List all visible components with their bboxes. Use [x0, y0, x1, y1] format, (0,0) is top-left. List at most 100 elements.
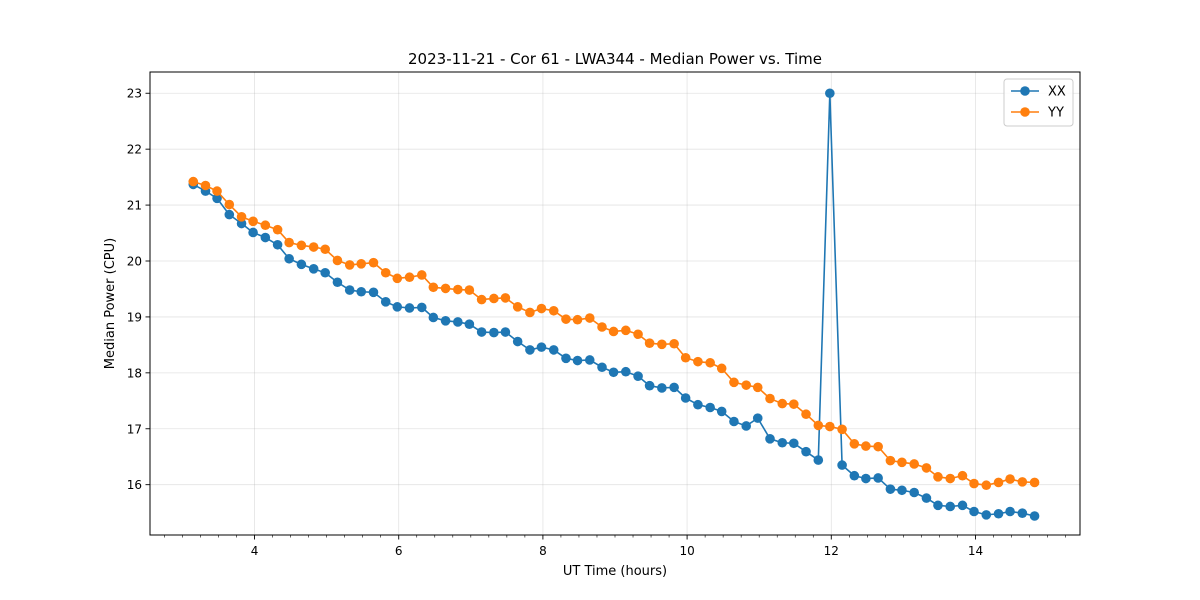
y-tick-label: 21	[127, 199, 142, 213]
data-point-yy	[729, 377, 739, 388]
data-point-yy	[572, 314, 583, 325]
data-point-yy	[1029, 477, 1040, 488]
data-point-yy	[356, 259, 367, 269]
data-point-yy	[308, 242, 319, 252]
data-point-xx	[597, 362, 607, 373]
x-tick-label: 4	[251, 544, 259, 558]
data-point-yy	[621, 325, 631, 336]
data-point-xx	[380, 297, 391, 307]
data-point-xx	[752, 413, 763, 423]
data-point-yy	[680, 352, 691, 363]
data-point-yy	[428, 282, 439, 293]
data-point-xx	[416, 302, 427, 313]
chart-title: 2023-11-21 - Cor 61 - LWA344 - Median Po…	[408, 50, 822, 68]
data-point-xx	[825, 88, 835, 99]
data-point-xx	[236, 218, 247, 229]
data-point-yy	[633, 329, 643, 340]
x-tick-label: 10	[679, 544, 694, 558]
data-point-xx	[897, 485, 907, 496]
plot-area	[150, 72, 1080, 535]
data-point-yy	[705, 357, 715, 368]
x-tick-label: 12	[824, 544, 839, 558]
data-point-yy	[272, 224, 283, 235]
data-point-yy	[825, 421, 835, 432]
data-point-yy	[464, 285, 475, 295]
data-point-xx	[512, 336, 523, 347]
data-point-xx	[525, 345, 535, 355]
grid-layer	[150, 72, 1080, 535]
data-point-xx	[981, 510, 992, 520]
data-point-xx	[621, 366, 631, 377]
data-point-yy	[1005, 474, 1015, 484]
data-point-yy	[188, 176, 199, 187]
data-point-xx	[404, 303, 415, 313]
data-point-xx	[861, 473, 871, 484]
y-tick-label: 17	[127, 422, 142, 436]
data-point-xx	[489, 327, 499, 338]
data-point-yy	[849, 439, 860, 449]
data-point-yy	[885, 455, 896, 466]
data-point-xx	[909, 487, 919, 498]
data-point-yy	[224, 199, 235, 210]
data-point-xx	[705, 402, 715, 413]
data-point-xx	[561, 353, 571, 364]
data-point-xx	[741, 421, 752, 431]
data-point-xx	[308, 264, 319, 274]
data-point-xx	[272, 239, 283, 250]
data-point-yy	[584, 313, 595, 323]
data-point-yy	[200, 180, 211, 191]
data-point-yy	[669, 338, 679, 349]
y-axis-label: Median Power (CPU)	[103, 238, 118, 369]
data-point-xx	[356, 286, 367, 297]
data-point-yy	[416, 270, 427, 280]
data-point-yy	[440, 283, 451, 294]
data-point-xx	[657, 383, 667, 393]
data-point-xx	[344, 285, 355, 295]
data-point-xx	[945, 501, 956, 512]
data-point-xx	[224, 209, 235, 220]
data-point-yy	[453, 284, 463, 295]
data-point-yy	[909, 459, 919, 469]
data-point-xx	[440, 316, 451, 326]
data-point-xx	[837, 460, 847, 470]
data-point-xx	[633, 371, 643, 381]
data-point-xx	[536, 342, 547, 352]
data-point-xx	[464, 319, 475, 329]
data-point-xx	[849, 470, 860, 481]
data-point-yy	[597, 322, 607, 332]
data-point-yy	[536, 303, 547, 314]
data-point-yy	[716, 363, 727, 374]
data-point-yy	[777, 398, 788, 409]
data-point-yy	[236, 212, 247, 222]
data-point-xx	[476, 327, 487, 337]
data-point-yy	[500, 293, 511, 303]
data-point-xx	[729, 416, 739, 427]
y-tick-label: 20	[127, 255, 142, 269]
data-point-xx	[1005, 506, 1015, 517]
data-point-yy	[897, 457, 907, 468]
data-point-yy	[873, 441, 883, 452]
x-tick-label: 14	[968, 544, 983, 558]
y-tick-label: 23	[127, 87, 142, 101]
y-tick-label: 19	[127, 310, 142, 324]
data-point-xx	[777, 437, 788, 448]
data-point-xx	[368, 287, 379, 298]
y-tick-label: 22	[127, 143, 142, 157]
data-point-xx	[669, 382, 679, 393]
data-point-yy	[392, 273, 403, 284]
data-point-yy	[212, 186, 222, 196]
series-layer	[188, 88, 1040, 521]
data-point-yy	[801, 409, 811, 420]
data-point-xx	[801, 446, 811, 457]
data-point-xx	[212, 193, 222, 204]
data-point-xx	[392, 302, 403, 312]
data-point-xx	[969, 506, 979, 517]
data-point-xx	[644, 380, 655, 391]
data-point-yy	[380, 267, 391, 278]
legend-label-xx: XX	[1048, 85, 1066, 100]
data-point-xx	[260, 232, 271, 243]
data-point-yy	[476, 294, 487, 305]
data-point-yy	[957, 470, 968, 481]
data-point-yy	[765, 393, 775, 404]
